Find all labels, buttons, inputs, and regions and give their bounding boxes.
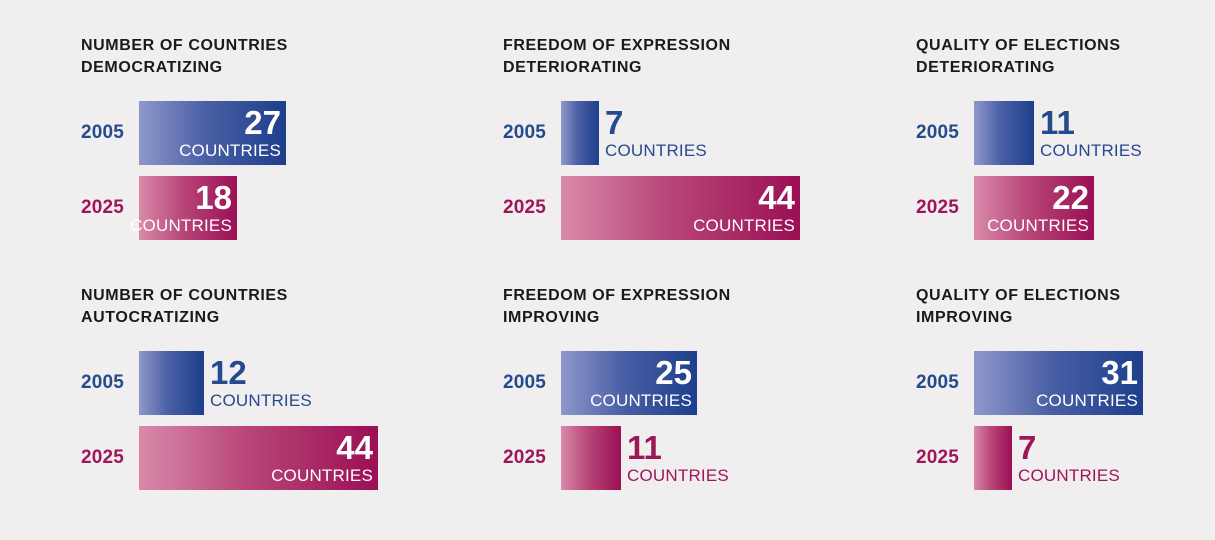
value-label: 31 — [1101, 354, 1138, 391]
panel-title-line: FREEDOM OF EXPRESSION — [503, 287, 731, 304]
panel-title: FREEDOM OF EXPRESSION IMPROVING — [503, 285, 731, 329]
bar-row-2025: 2025 44 COUNTRIES — [81, 426, 421, 490]
panel-title-line: AUTOCRATIZING — [81, 309, 220, 326]
unit-label: COUNTRIES — [987, 216, 1089, 235]
bar-2005 — [561, 101, 599, 165]
panel-title: QUALITY OF ELECTIONS IMPROVING — [916, 285, 1121, 329]
bar-row-2025: 2025 7 COUNTRIES — [916, 426, 1215, 490]
panel-autocratizing: NUMBER OF COUNTRIES AUTOCRATIZING 2005 12 CO… — [81, 285, 421, 505]
bar-row-2025: 2025 11 COUNTRIES — [503, 426, 843, 490]
data-label: 18 COUNTRIES — [130, 178, 232, 235]
panel-title-line: FREEDOM OF EXPRESSION — [503, 37, 731, 54]
panel-title-line: QUALITY OF ELECTIONS — [916, 287, 1121, 304]
value-label: 22 — [1052, 179, 1089, 216]
panel-title-line: DETERIORATING — [503, 59, 643, 76]
value-label: 44 — [758, 179, 795, 216]
panel-title-line: DETERIORATING — [916, 59, 1056, 76]
unit-label: COUNTRIES — [627, 466, 729, 485]
panel-title: NUMBER OF COUNTRIES AUTOCRATIZING — [81, 285, 288, 329]
year-label: 2005 — [916, 122, 960, 143]
bar-row-2025: 2025 44 COUNTRIES — [503, 176, 843, 240]
unit-label: COUNTRIES — [130, 216, 232, 235]
panel-elections-improving: QUALITY OF ELECTIONS IMPROVING 2005 31 COUNT… — [916, 285, 1215, 505]
bar-2025 — [561, 426, 621, 490]
data-label: 11 COUNTRIES — [627, 428, 729, 485]
bar-row-2005: 2005 27 COUNTRIES — [81, 101, 421, 165]
bar-2025 — [139, 176, 237, 240]
data-label: 44 COUNTRIES — [693, 178, 795, 235]
bar-row-2005: 2005 12 COUNTRIES — [81, 351, 421, 415]
unit-label: COUNTRIES — [590, 391, 692, 410]
year-label: 2005 — [81, 372, 125, 393]
panel-title-line: NUMBER OF COUNTRIES — [81, 287, 288, 304]
bar-2025 — [561, 176, 800, 240]
value-label: 44 — [336, 429, 373, 466]
unit-label: COUNTRIES — [1018, 466, 1120, 485]
value-label: 18 — [195, 179, 232, 216]
year-label: 2025 — [916, 447, 960, 468]
unit-label: COUNTRIES — [179, 141, 281, 160]
panel-title-line: DEMOCRATIZING — [81, 59, 223, 76]
bar-row-2025: 2025 22 COUNTRIES — [916, 176, 1215, 240]
value-label: 7 — [1018, 429, 1037, 466]
unit-label: COUNTRIES — [1040, 141, 1142, 160]
bar-2005 — [561, 351, 697, 415]
bar-2005 — [974, 351, 1143, 415]
panel-foe-improving: FREEDOM OF EXPRESSION IMPROVING 2005 25 COUN… — [503, 285, 843, 505]
bar-row-2005: 2005 25 COUNTRIES — [503, 351, 843, 415]
data-label: 12 COUNTRIES — [210, 353, 312, 410]
bar-row-2005: 2005 31 COUNTRIES — [916, 351, 1215, 415]
year-label: 2025 — [503, 197, 547, 218]
year-label: 2005 — [503, 122, 547, 143]
bar-2025 — [139, 426, 378, 490]
value-label: 25 — [655, 354, 692, 391]
value-label: 11 — [1040, 104, 1075, 141]
year-label: 2005 — [916, 372, 960, 393]
panel-title: NUMBER OF COUNTRIES DEMOCRATIZING — [81, 35, 288, 79]
year-label: 2025 — [81, 197, 125, 218]
year-label: 2025 — [916, 197, 960, 218]
bar-2005 — [974, 101, 1034, 165]
year-label: 2025 — [503, 447, 547, 468]
unit-label: COUNTRIES — [1036, 391, 1138, 410]
year-label: 2005 — [503, 372, 547, 393]
panel-elections-deteriorating: QUALITY OF ELECTIONS DETERIORATING 2005 11 C… — [916, 35, 1215, 255]
unit-label: COUNTRIES — [271, 466, 373, 485]
unit-label: COUNTRIES — [693, 216, 795, 235]
unit-label: COUNTRIES — [210, 391, 312, 410]
panel-foe-deteriorating: FREEDOM OF EXPRESSION DETERIORATING 2005 7 C… — [503, 35, 843, 255]
data-label: 22 COUNTRIES — [987, 178, 1089, 235]
value-label: 11 — [627, 429, 662, 466]
data-label: 25 COUNTRIES — [590, 353, 692, 410]
unit-label: COUNTRIES — [605, 141, 707, 160]
panel-title-line: IMPROVING — [916, 309, 1013, 326]
bar-2005 — [139, 351, 204, 415]
data-label: 44 COUNTRIES — [271, 428, 373, 485]
bar-row-2005: 2005 7 COUNTRIES — [503, 101, 843, 165]
data-label: 7 COUNTRIES — [1018, 428, 1120, 485]
value-label: 12 — [210, 354, 247, 391]
bar-row-2005: 2005 11 COUNTRIES — [916, 101, 1215, 165]
panel-title-line: QUALITY OF ELECTIONS — [916, 37, 1121, 54]
year-label: 2005 — [81, 122, 125, 143]
bar-2025 — [974, 176, 1094, 240]
data-label: 27 COUNTRIES — [179, 103, 281, 160]
value-label: 7 — [605, 104, 624, 141]
panel-title-line: IMPROVING — [503, 309, 600, 326]
bar-2005 — [139, 101, 286, 165]
bar-row-2025: 2025 18 COUNTRIES — [81, 176, 421, 240]
bar-2025 — [974, 426, 1012, 490]
data-label: 7 COUNTRIES — [605, 103, 707, 160]
panel-title: FREEDOM OF EXPRESSION DETERIORATING — [503, 35, 731, 79]
panel-title: QUALITY OF ELECTIONS DETERIORATING — [916, 35, 1121, 79]
year-label: 2025 — [81, 447, 125, 468]
value-label: 27 — [244, 104, 281, 141]
data-label: 31 COUNTRIES — [1036, 353, 1138, 410]
data-label: 11 COUNTRIES — [1040, 103, 1142, 160]
panel-democratizing: NUMBER OF COUNTRIES DEMOCRATIZING 2005 27 CO… — [81, 35, 421, 255]
panel-title-line: NUMBER OF COUNTRIES — [81, 37, 288, 54]
